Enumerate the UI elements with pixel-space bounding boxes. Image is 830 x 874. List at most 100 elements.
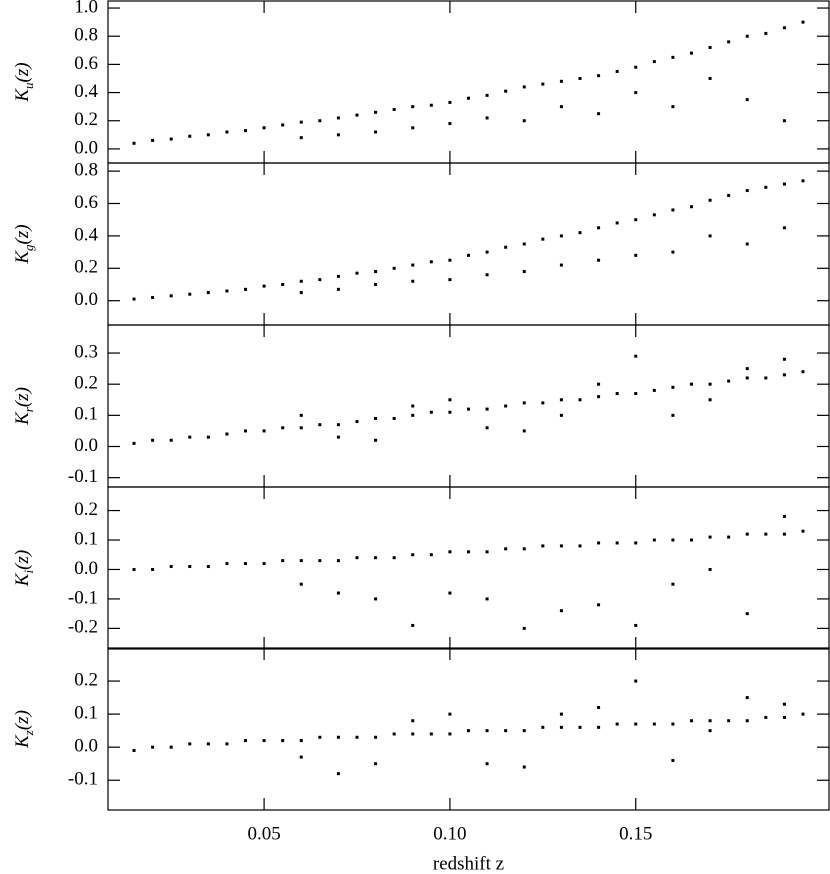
point: [485, 550, 489, 554]
point: [708, 719, 712, 723]
point: [244, 562, 248, 566]
point: [782, 226, 786, 230]
point: [634, 65, 638, 69]
point: [522, 626, 526, 630]
point: [634, 722, 638, 726]
point: [299, 559, 303, 563]
plot-frame: [107, 0, 830, 164]
point: [299, 136, 303, 140]
point: [708, 45, 712, 49]
y-axis-label: Kg(z): [12, 224, 36, 264]
point: [411, 719, 415, 723]
point: [671, 208, 675, 212]
point: [634, 354, 638, 358]
point: [374, 283, 378, 286]
point: [299, 279, 303, 283]
point: [467, 253, 470, 257]
point: [745, 34, 749, 38]
point: [281, 426, 285, 430]
point: [745, 189, 749, 193]
plot-frame: [107, 486, 830, 650]
point: [392, 732, 396, 736]
y-tick-label: 0.0: [74, 137, 98, 158]
point: [559, 725, 563, 729]
point: [299, 582, 303, 586]
point: [671, 413, 675, 417]
point: [374, 416, 378, 420]
point: [522, 729, 526, 733]
point: [652, 60, 656, 64]
point: [689, 51, 693, 55]
point: [615, 69, 619, 73]
point: [485, 273, 489, 277]
point: [597, 74, 601, 78]
point: [745, 612, 749, 616]
point: [281, 123, 285, 127]
point: [374, 556, 378, 560]
y-tick-label: 0.6: [74, 192, 98, 213]
y-tick-label: 0.1: [74, 702, 98, 723]
y-tick-label: 0.8: [74, 25, 98, 46]
point: [411, 126, 415, 130]
point: [448, 398, 452, 402]
point: [318, 119, 322, 123]
point: [485, 407, 489, 411]
point: [355, 556, 359, 560]
point: [411, 279, 415, 283]
y-axis-label: Kr(z): [12, 387, 36, 426]
point: [448, 410, 452, 414]
point: [634, 253, 638, 257]
point: [132, 567, 136, 571]
point: [541, 237, 545, 241]
point: [392, 556, 396, 560]
point: [689, 382, 693, 386]
point: [132, 748, 136, 752]
y-tick-label: 0.0: [74, 289, 98, 310]
point: [244, 287, 248, 291]
point: [689, 719, 693, 723]
point: [485, 116, 489, 120]
point: [485, 93, 489, 97]
point: [764, 185, 768, 189]
point: [764, 532, 768, 536]
point: [448, 591, 452, 595]
y-tick-label: -0.1: [68, 769, 98, 790]
point: [448, 122, 452, 126]
point: [522, 119, 526, 123]
point: [634, 218, 638, 222]
point: [374, 438, 378, 442]
point: [392, 416, 396, 420]
point: [764, 376, 768, 380]
point: [634, 679, 638, 683]
point: [689, 538, 693, 542]
point: [336, 559, 340, 563]
point: [597, 112, 601, 116]
point: [132, 441, 136, 445]
point: [745, 376, 749, 380]
y-tick-label: -0.1: [68, 466, 98, 487]
point: [597, 258, 601, 262]
point: [597, 706, 601, 710]
point: [411, 732, 415, 736]
point: [318, 423, 322, 427]
point: [578, 398, 582, 402]
point: [801, 179, 805, 183]
point: [522, 547, 526, 551]
point: [448, 258, 452, 262]
point: [485, 426, 489, 430]
point: [411, 263, 415, 267]
point: [634, 623, 638, 627]
y-tick-label: 0.2: [74, 109, 98, 130]
point: [782, 119, 786, 123]
point: [708, 382, 712, 386]
point: [262, 284, 266, 288]
point: [541, 544, 545, 548]
point: [671, 722, 675, 726]
point: [615, 541, 619, 545]
point: [671, 105, 675, 109]
point: [671, 55, 675, 59]
y-tick-label: 0.1: [74, 528, 98, 549]
point: [262, 126, 266, 130]
point: [615, 221, 619, 225]
x-axis-label: redshift z: [433, 853, 504, 874]
